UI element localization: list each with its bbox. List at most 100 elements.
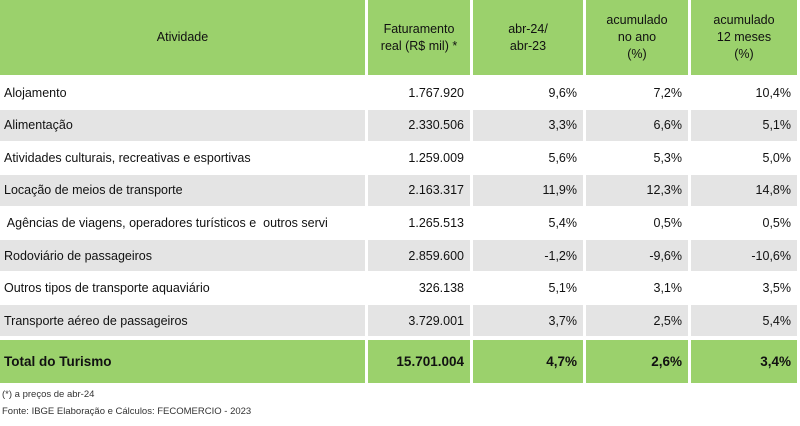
cell-value: 326.138 — [418, 281, 464, 296]
table-cell: 2,5% — [586, 305, 688, 337]
cell-value: 1.259.009 — [408, 150, 464, 165]
cell-value: 12,3% — [646, 183, 682, 198]
cell-value: -10,6% — [751, 248, 791, 263]
table-cell: 5,4% — [473, 207, 583, 238]
table-cell: 9,6% — [473, 77, 583, 108]
table-cell: Agências de viagens, operadores turístic… — [0, 207, 365, 238]
cell-value: 2.859.600 — [408, 248, 464, 263]
table-cell: 3,3% — [473, 109, 583, 141]
total-label: Total do Turismo — [4, 354, 112, 369]
table-cell: -10,6% — [691, 240, 797, 271]
cell-value: 5,1% — [548, 281, 578, 296]
header-text: Faturamento — [383, 21, 455, 36]
header-text: abr-24/ — [508, 21, 548, 36]
header-cell: Faturamento real (R$ mil) * — [368, 0, 470, 75]
footnote: (*) a preços de abr-24 — [2, 389, 95, 400]
table-cell: 2.859.600 — [368, 240, 470, 271]
cell-value: 3,5% — [762, 281, 792, 296]
total-cell: 4,7% — [473, 340, 583, 383]
total-cell: 15.701.004 — [368, 340, 470, 383]
table-cell: 5,0% — [691, 142, 797, 173]
total-cell: Total do Turismo — [0, 340, 365, 383]
table-cell: Outros tipos de transporte aquaviário — [0, 273, 365, 304]
cell-value: 2,5% — [653, 313, 683, 328]
table-cell: 1.259.009 — [368, 142, 470, 173]
footnote: Fonte: IBGE Elaboração e Cálculos: FECOM… — [2, 406, 252, 417]
table-cell: 5,1% — [691, 109, 797, 141]
table-cell: 5,4% — [691, 305, 797, 337]
header-text: real (R$ mil) * — [380, 38, 458, 53]
header-text: acumulado — [713, 13, 775, 27]
cell-value: 5,4% — [548, 215, 578, 230]
cell-value: 5,1% — [762, 118, 792, 133]
table-cell: Alimentação — [0, 109, 365, 141]
cell-value: 0,5% — [762, 215, 792, 230]
table-cell: 14,8% — [691, 174, 797, 206]
table-cell: -9,6% — [586, 240, 688, 271]
table-cell: Rodoviário de passageiros — [0, 240, 365, 271]
cell-value: 6,6% — [653, 118, 683, 133]
cell-value: 7,2% — [653, 85, 683, 100]
total-value: 3,4% — [760, 354, 791, 369]
row-label: Transporte aéreo de passageiros — [4, 313, 188, 328]
table-cell: 7,2% — [586, 77, 688, 108]
cell-value: 11,9% — [542, 183, 577, 198]
header-text: 12 meses — [716, 30, 772, 44]
total-cell: 3,4% — [691, 340, 797, 383]
table-cell: 10,4% — [691, 77, 797, 108]
header-text: abr-23 — [509, 38, 547, 53]
header-text: (%) — [734, 47, 754, 61]
table-cell: 0,5% — [586, 207, 688, 238]
header-text: acumulado — [606, 13, 668, 27]
total-cell: 2,6% — [586, 340, 688, 383]
cell-value: 5,6% — [548, 150, 578, 165]
cell-value: 3.729.001 — [408, 313, 464, 328]
row-label: Outros tipos de transporte aquaviário — [4, 281, 210, 296]
cell-value: -9,6% — [649, 248, 682, 263]
table-cell: 1.767.920 — [368, 77, 470, 108]
table-cell: 2.163.317 — [368, 174, 470, 206]
header-cell: Atividade — [0, 0, 365, 75]
header-cell: abr-24/abr-23 — [473, 0, 583, 75]
cell-value: 1.767.920 — [408, 85, 464, 100]
total-value: 15.701.004 — [396, 354, 464, 369]
cell-value: 2.330.506 — [408, 118, 464, 133]
row-label: Alojamento — [4, 85, 67, 100]
header-cell: acumulado no ano (%) — [586, 0, 688, 75]
table-cell: 12,3% — [586, 174, 688, 206]
cell-value: 5,4% — [762, 313, 792, 328]
table-cell: Atividades culturais, recreativas e espo… — [0, 142, 365, 173]
cell-value: 10,4% — [755, 85, 791, 100]
table-cell: 5,1% — [473, 273, 583, 304]
table-cell: 6,6% — [586, 109, 688, 141]
cell-value: 1.265.513 — [408, 215, 464, 230]
cell-value: 3,1% — [653, 281, 683, 296]
row-label: Locação de meios de transporte — [4, 183, 183, 198]
table-cell: 0,5% — [691, 207, 797, 238]
table-cell: 11,9% — [473, 174, 583, 206]
table-cell: 3.729.001 — [368, 305, 470, 337]
total-value: 4,7% — [546, 354, 577, 369]
table-cell: -1,2% — [473, 240, 583, 271]
row-label: Rodoviário de passageiros — [4, 248, 153, 263]
row-label: Agências de viagens, operadores turístic… — [4, 215, 328, 230]
cell-value: 3,3% — [548, 118, 578, 133]
header-text: Atividade — [156, 30, 209, 44]
table-cell: 5,6% — [473, 142, 583, 173]
table-cell: 5,3% — [586, 142, 688, 173]
table-cell: 1.265.513 — [368, 207, 470, 238]
cell-value: 5,3% — [653, 150, 683, 165]
cell-value: 3,7% — [548, 313, 578, 328]
table-cell: Alojamento — [0, 77, 365, 108]
header-text: (%) — [627, 47, 647, 61]
total-value: 2,6% — [651, 354, 682, 369]
table-cell: 326.138 — [368, 273, 470, 304]
table-cell: Locação de meios de transporte — [0, 174, 365, 206]
row-label: Atividades culturais, recreativas e espo… — [4, 150, 251, 165]
cell-value: 5,0% — [762, 150, 792, 165]
cell-value: -1,2% — [544, 248, 577, 263]
cell-value: 14,8% — [755, 183, 791, 198]
cell-value: 9,6% — [548, 85, 578, 100]
cell-value: 0,5% — [653, 215, 683, 230]
